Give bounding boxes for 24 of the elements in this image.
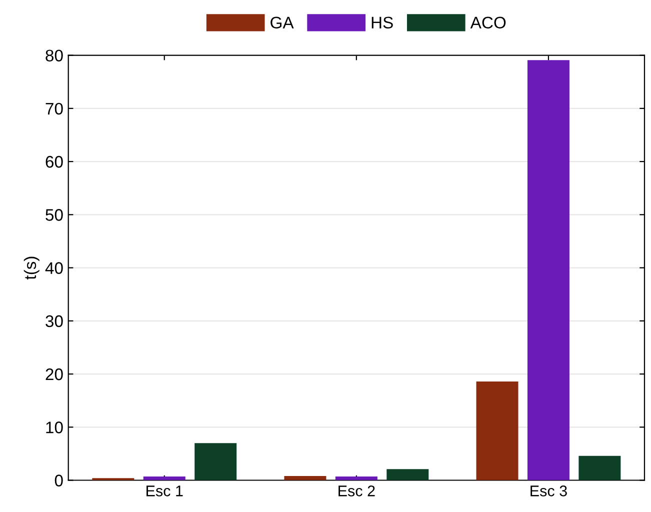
y-tick-label: 40 <box>45 262 63 274</box>
y-tick-label: 0 <box>54 474 63 486</box>
bar <box>527 60 570 480</box>
bar <box>578 456 621 480</box>
bar <box>335 476 378 480</box>
bar <box>386 469 429 480</box>
y-tick-label: 50 <box>46 209 63 221</box>
legend-label: ACO <box>470 16 506 29</box>
y-tick-label: 60 <box>46 156 63 168</box>
x-tick-label: Esc 2 <box>338 486 375 496</box>
y-tick-label: 20 <box>46 368 63 380</box>
y-tick-label: 70 <box>46 102 63 115</box>
bar <box>284 476 326 480</box>
y-tick-label: 10 <box>46 422 63 434</box>
x-tick-label: Esc 1 <box>146 486 183 496</box>
y-tick-label: 30 <box>46 315 63 328</box>
legend-label: HS <box>372 16 393 29</box>
legend-label: GA <box>270 16 294 29</box>
bar <box>194 443 237 480</box>
y-tick-label: 80 <box>46 50 63 62</box>
bar <box>476 381 518 480</box>
x-tick-label: Esc 3 <box>530 486 567 496</box>
y-axis-title: t(s) <box>24 256 40 280</box>
bar <box>143 476 186 480</box>
